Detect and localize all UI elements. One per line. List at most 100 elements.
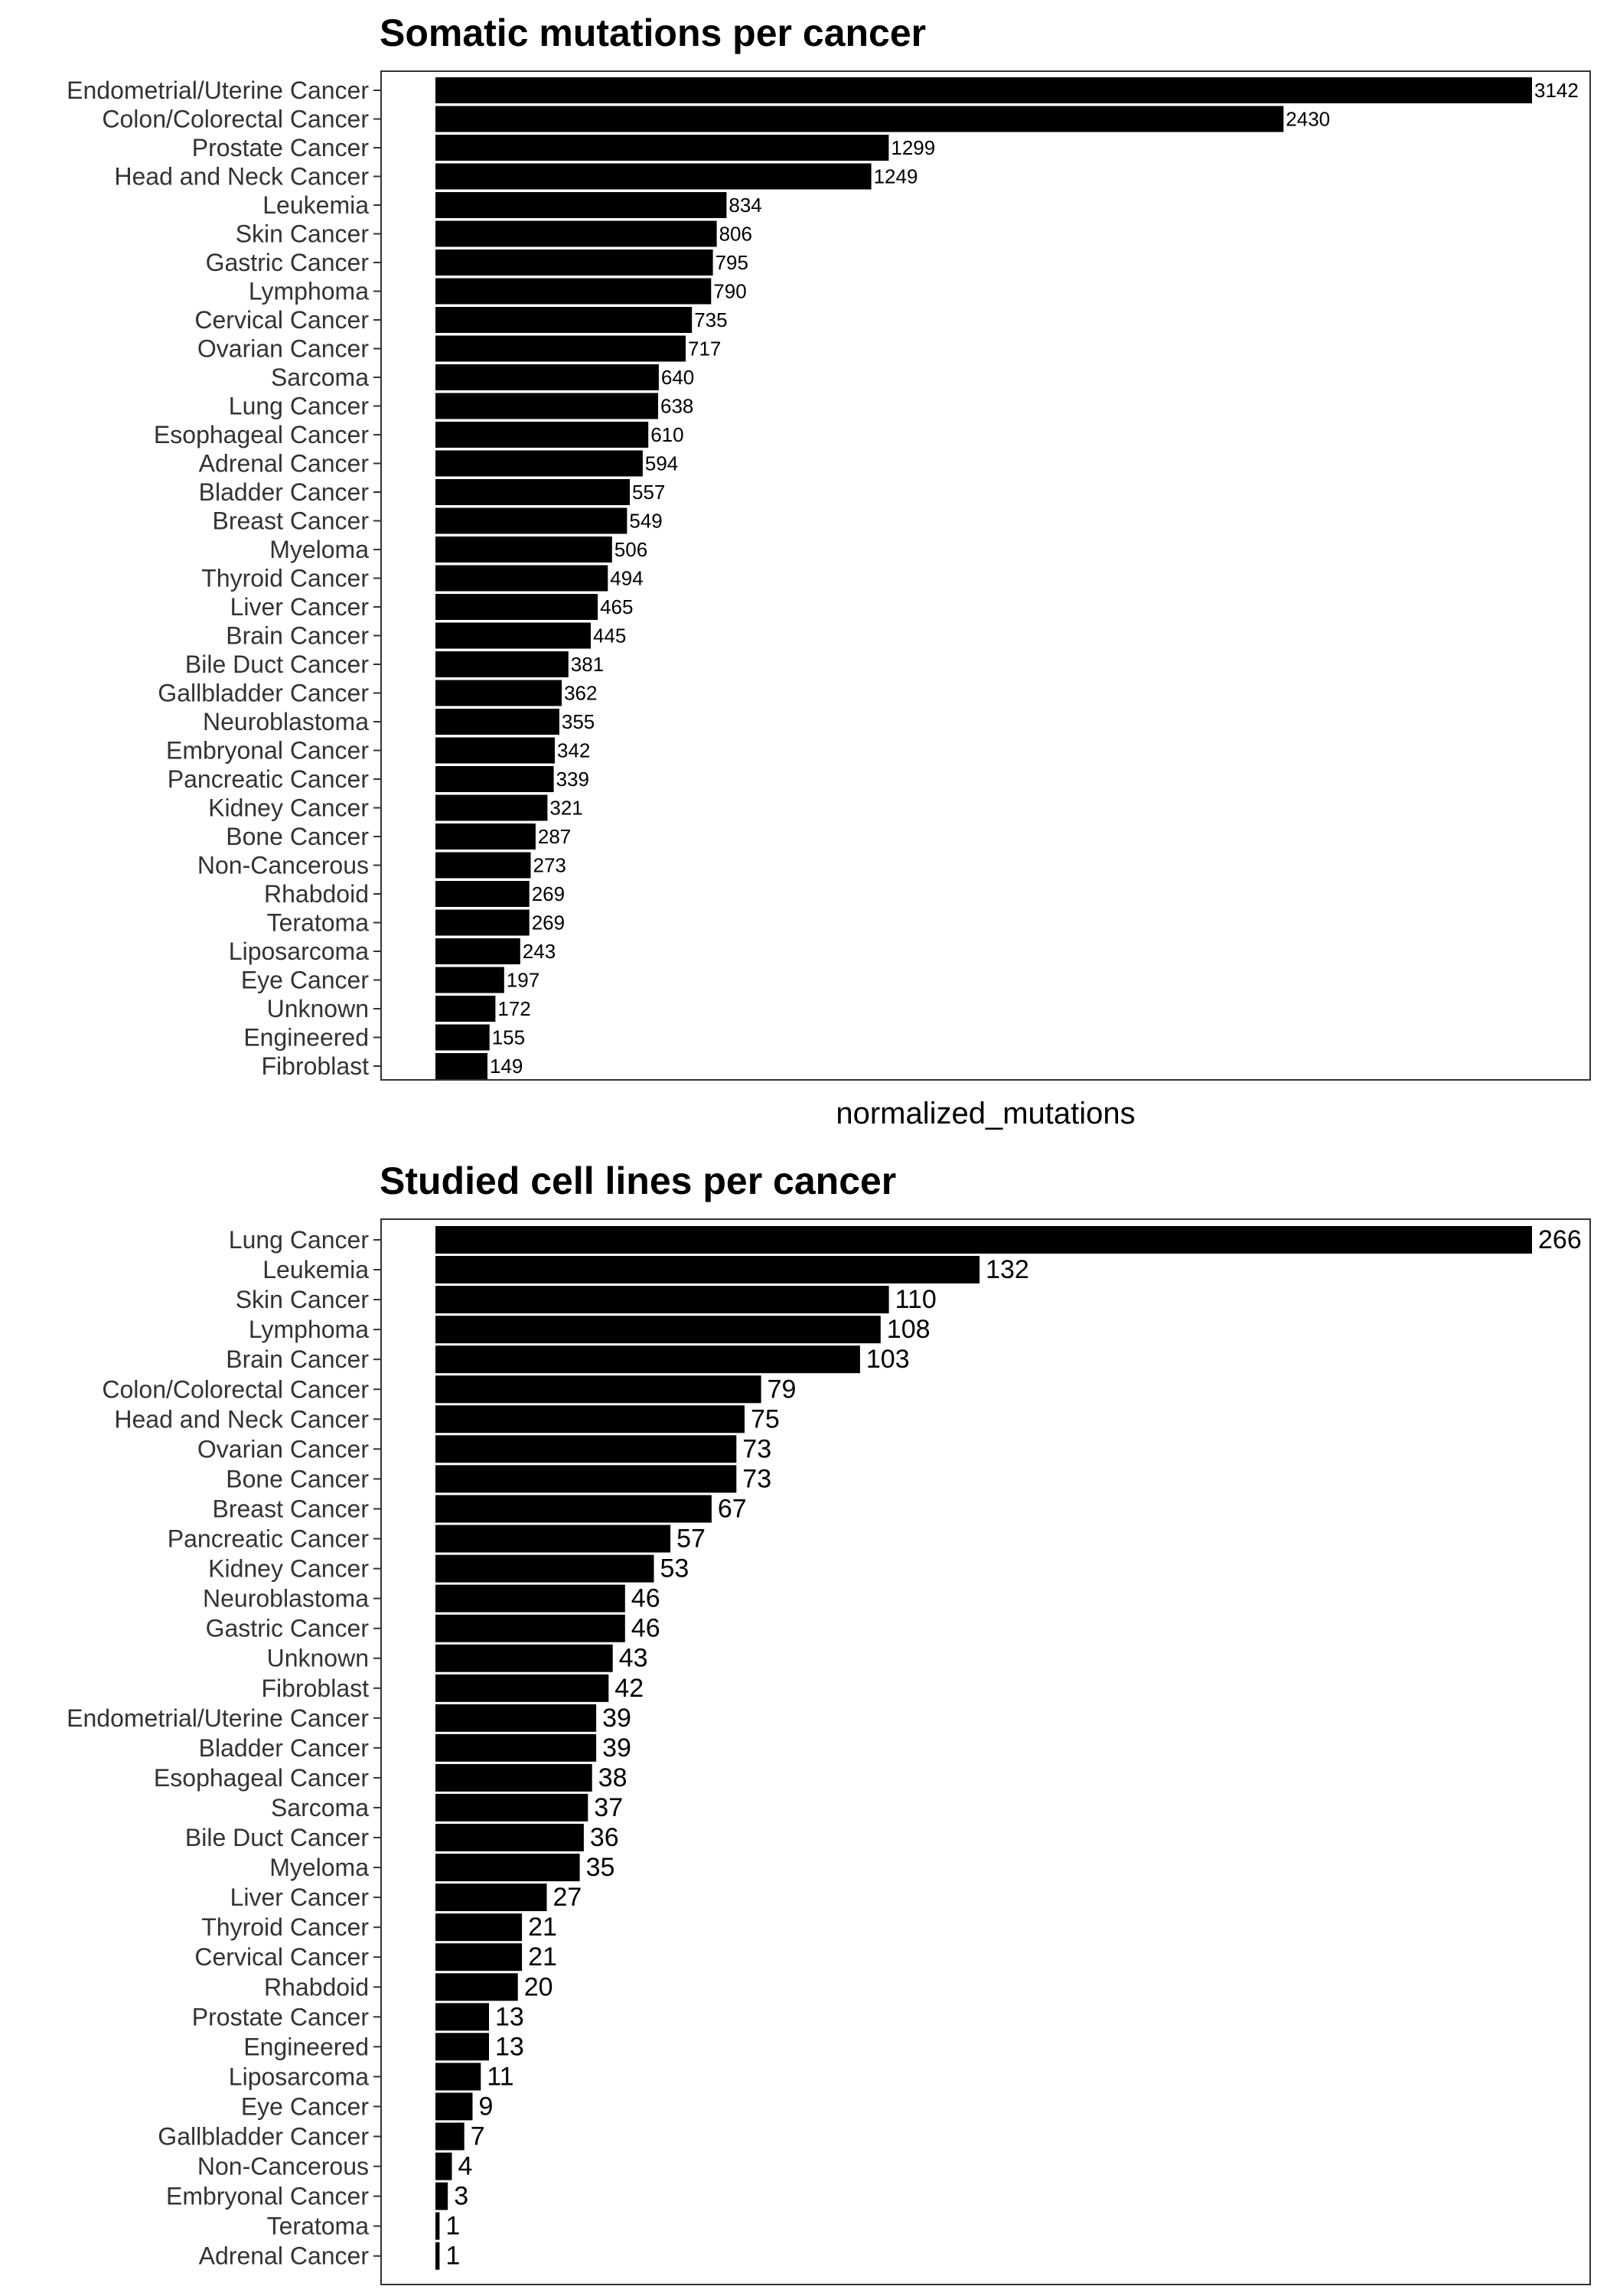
- bar: [435, 651, 569, 677]
- bar-value-label: 155: [492, 1026, 525, 1049]
- bar-value-label: 38: [598, 1763, 627, 1792]
- bar-value-label: 197: [507, 969, 539, 992]
- category-label: Eye Cancer: [241, 967, 370, 994]
- category-label: Prostate Cancer: [192, 2003, 370, 2030]
- bar-value-label: 834: [729, 194, 761, 217]
- bar-value-label: 39: [602, 1733, 631, 1763]
- category-label: Rhabdoid: [264, 880, 369, 908]
- category-label: Unknown: [267, 1645, 369, 1672]
- bar-value-label: 795: [715, 251, 748, 274]
- category-label: Adrenal Cancer: [199, 450, 370, 478]
- bar: [435, 1674, 609, 1702]
- bar-value-label: 790: [713, 280, 746, 303]
- bar: [435, 1854, 580, 1882]
- bar-value-label: 46: [631, 1584, 660, 1613]
- category-label: Head and Neck Cancer: [114, 163, 369, 191]
- bar: [435, 1345, 860, 1374]
- bar: [435, 1584, 625, 1613]
- category-label: Gallbladder Cancer: [158, 2123, 369, 2151]
- category-label: Rhabdoid: [264, 1973, 369, 2001]
- category-label: Breast Cancer: [212, 1495, 369, 1523]
- bar: [435, 680, 562, 706]
- bar: [435, 1704, 597, 1732]
- category-label: Kidney Cancer: [208, 794, 369, 822]
- category-label: Gastric Cancer: [206, 249, 370, 276]
- bar-value-label: 110: [895, 1285, 937, 1314]
- bar: [435, 737, 555, 764]
- bar-value-label: 1249: [874, 165, 918, 188]
- bar: [435, 766, 554, 792]
- bar-value-label: 594: [645, 452, 678, 475]
- bar: [435, 1286, 889, 1314]
- value-labels-group: 3142 2430 1299 1249 834 806 795 790 735 717 640 638…: [490, 79, 1579, 1078]
- bar-value-label: 3142: [1534, 79, 1579, 102]
- bar-value-label: 73: [742, 1464, 771, 1493]
- category-label: Esophageal Cancer: [154, 421, 369, 448]
- cell-lines-chart: Studied cell lines per cancer 266 132 110 1…: [67, 1159, 1591, 2285]
- category-label: Fibroblast: [262, 1052, 370, 1080]
- category-label: Brain Cancer: [226, 1345, 369, 1373]
- bar-value-label: 266: [1538, 1225, 1582, 1254]
- category-label: Unknown: [267, 995, 369, 1022]
- bar-value-label: 35: [586, 1853, 615, 1882]
- category-label: Esophageal Cancer: [154, 1764, 369, 1792]
- category-label: Pancreatic Cancer: [168, 1525, 370, 1553]
- bar: [435, 1465, 737, 1493]
- bar: [435, 393, 658, 419]
- bar: [435, 2212, 440, 2240]
- category-label: Liver Cancer: [230, 1883, 370, 1911]
- bar-value-label: 13: [495, 2002, 524, 2031]
- y-ticks-group: [373, 90, 381, 1067]
- bar-value-label: 1: [445, 2242, 460, 2271]
- bar: [435, 1405, 745, 1433]
- bar-value-label: 79: [768, 1375, 797, 1404]
- category-label: Leukemia: [262, 191, 369, 219]
- bar: [435, 106, 1284, 132]
- bar: [435, 307, 693, 333]
- category-label: Bladder Cancer: [199, 1734, 370, 1762]
- bar: [435, 1554, 654, 1583]
- bar-value-label: 4: [458, 2152, 473, 2181]
- category-label: Lung Cancer: [229, 1226, 370, 1254]
- category-label: Skin Cancer: [236, 220, 370, 248]
- category-label: Cervical Cancer: [194, 1943, 369, 1971]
- category-label: Kidney Cancer: [208, 1555, 369, 1583]
- bar-value-label: 73: [742, 1434, 771, 1463]
- bar-value-label: 269: [532, 882, 565, 905]
- bar-value-label: 7: [471, 2122, 485, 2151]
- bar-value-label: 445: [593, 625, 626, 647]
- bar-value-label: 494: [610, 567, 643, 590]
- bar: [435, 938, 520, 964]
- bar: [435, 1614, 625, 1642]
- category-label: Bone Cancer: [226, 1465, 369, 1492]
- category-label: Teratoma: [267, 2213, 370, 2240]
- chart-title: Studied cell lines per cancer: [380, 1159, 896, 1202]
- bar-value-label: 717: [688, 338, 721, 360]
- bar-value-label: 638: [660, 395, 693, 418]
- category-label: Head and Neck Cancer: [114, 1405, 369, 1433]
- category-label: Engineered: [243, 1024, 369, 1052]
- bar: [435, 1883, 547, 1912]
- category-label: Engineered: [243, 2033, 369, 2060]
- bar-value-label: 381: [571, 653, 604, 676]
- bar: [435, 1375, 761, 1404]
- bar-value-label: 172: [497, 997, 530, 1020]
- category-label: Myeloma: [269, 536, 369, 563]
- bar-value-label: 243: [523, 940, 556, 963]
- bars-group: [435, 1226, 1532, 2270]
- category-label: Prostate Cancer: [192, 134, 370, 161]
- bar: [435, 479, 630, 505]
- bar-value-label: 36: [590, 1823, 619, 1852]
- bar: [435, 852, 531, 879]
- bar: [435, 2063, 481, 2091]
- bar: [435, 364, 659, 390]
- bar: [435, 1733, 597, 1762]
- bar-value-label: 132: [986, 1255, 1029, 1284]
- category-label: Gastric Cancer: [206, 1615, 370, 1642]
- bar: [435, 249, 713, 276]
- category-label: Bone Cancer: [226, 823, 369, 850]
- bar-value-label: 1299: [891, 136, 935, 159]
